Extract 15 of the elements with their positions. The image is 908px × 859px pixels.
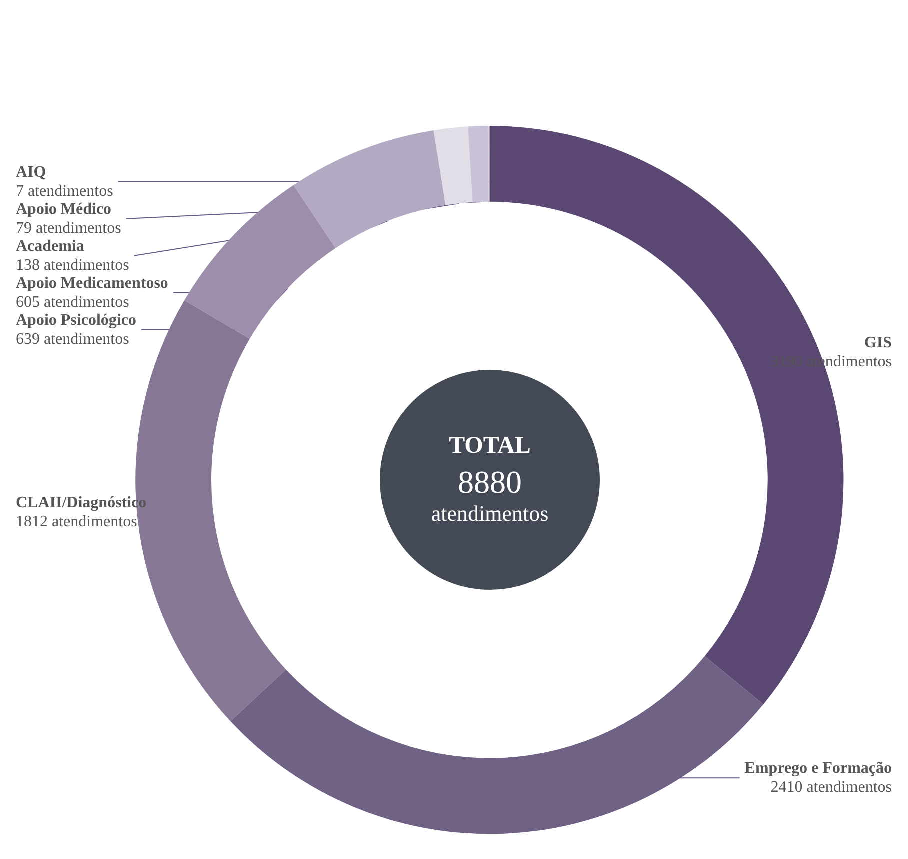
slice-label: Emprego e Formação (744, 760, 892, 778)
data-label: 79 atendimentos (16, 220, 122, 237)
data-label: 639 atendimentos (16, 330, 130, 348)
data-label: 138 atendimentos (16, 256, 130, 274)
center-disc: TOTAL 8880 atendimentos (380, 370, 600, 590)
slice-label: Apoio Médico (16, 200, 112, 218)
data-label: 2410 atendimentos (770, 779, 892, 796)
slice-label: AIQ (16, 164, 46, 181)
slice-label: GIS (864, 334, 892, 352)
data-label: 1812 atendimentos (16, 514, 138, 531)
slice-label: Apoio Medicamentoso (16, 274, 168, 292)
slice-label: Academia (16, 238, 84, 255)
slice-label: Apoio Psicológico (16, 312, 136, 329)
data-label: 605 atendimentos (16, 294, 130, 311)
data-label: 7 atendimentos (16, 182, 114, 200)
